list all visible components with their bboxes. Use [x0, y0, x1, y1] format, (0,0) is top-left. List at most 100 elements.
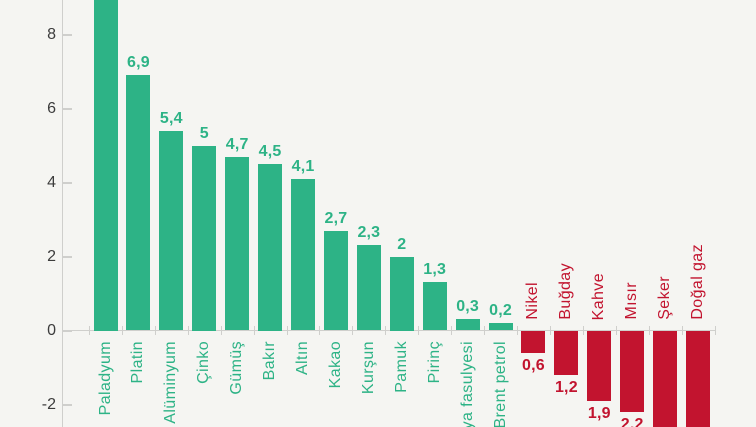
bar-value-label: 5 — [199, 124, 209, 142]
x-axis-tick — [352, 326, 354, 335]
category-label: Bakır — [258, 341, 282, 427]
x-axis-tick — [253, 326, 255, 335]
category-label-text: Kahve — [590, 272, 608, 320]
category-label: Kakao — [324, 341, 348, 427]
x-axis-tick — [615, 326, 617, 335]
bar-value-label: 4,5 — [258, 143, 282, 160]
category-label: Paladyum — [94, 341, 118, 427]
bar-value-label: 2,3 — [357, 224, 381, 242]
x-axis-zero-line — [62, 330, 715, 331]
x-axis-tick — [484, 326, 486, 335]
x-axis-tick — [385, 326, 387, 335]
bar-value-label: 1,2 — [554, 378, 578, 396]
y-axis-label: -2 — [41, 395, 56, 413]
x-axis-tick — [187, 326, 189, 335]
category-label-text: Buğday — [557, 263, 575, 320]
bar-nikel — [521, 331, 546, 354]
bar-value-label: 6,9 — [126, 54, 150, 72]
x-axis-tick — [517, 326, 518, 335]
x-axis-tick — [319, 326, 321, 335]
category-label-text: Gümüş — [228, 341, 246, 395]
category-label-text: Platin — [129, 341, 147, 384]
category-label: Gümüş — [225, 341, 249, 427]
bar-m-s-r — [620, 331, 645, 413]
y-axis-label: 2 — [47, 247, 56, 265]
category-label-text: Kakao — [326, 341, 344, 389]
x-axis-tick — [582, 326, 584, 335]
x-axis-tick — [451, 326, 453, 335]
category-label-text: Mısır — [623, 282, 641, 320]
bar-platin — [126, 75, 151, 331]
category-label-text: Soya fasulyesi — [458, 341, 476, 427]
category-label-text: Bakır — [261, 341, 279, 381]
category-label: Soya fasulyesi — [456, 341, 480, 427]
y-axis-label: 0 — [47, 321, 56, 339]
category-label-text: Şeker — [656, 276, 674, 320]
category-label: Doğal gaz — [686, 99, 710, 320]
bar--eker — [653, 331, 678, 427]
bar-kur-un — [356, 245, 381, 331]
category-label-text: Doğal gaz — [689, 244, 707, 320]
y-axis-label: 6 — [47, 99, 56, 117]
x-axis-tick — [549, 326, 551, 335]
bar-pirin- — [422, 282, 447, 331]
y-axis-tick — [63, 329, 72, 332]
bar-value-label: 0,6 — [522, 356, 545, 374]
category-label: Mısır — [620, 99, 644, 320]
x-axis-tick — [681, 326, 683, 335]
category-label-text: Pamuk — [392, 341, 410, 393]
bar-g-m- — [225, 156, 250, 331]
category-label-text: Alüminyum — [162, 341, 180, 424]
category-label-text: Pirinç — [425, 341, 443, 384]
bar-do-al-gaz — [686, 331, 711, 427]
bar-value-label: 1,9 — [587, 404, 611, 422]
category-label: Pirinç — [423, 341, 447, 427]
bar-pamuk — [389, 256, 414, 331]
category-label: Pamuk — [390, 341, 414, 427]
x-axis-tick — [648, 326, 650, 335]
category-label: Şeker — [653, 99, 677, 320]
category-label-text: Nikel — [524, 282, 542, 320]
category-label-text: Altın — [294, 341, 312, 376]
bar-value-label: 0,3 — [456, 298, 480, 316]
x-axis-tick — [286, 326, 288, 335]
x-axis-tick — [121, 326, 123, 335]
bar-al-minyum — [159, 130, 184, 331]
y-axis-tick — [63, 181, 72, 184]
bar-value-label: 5,4 — [159, 109, 183, 127]
category-label: Çinko — [192, 341, 216, 427]
category-label: Alüminyum — [159, 341, 183, 427]
category-label-text: Paladyum — [96, 341, 114, 416]
bar-value-label: 4,1 — [291, 157, 315, 175]
y-axis-tick — [63, 403, 72, 406]
bar-value-label: 1,3 — [423, 261, 447, 279]
category-label: Buğday — [554, 99, 578, 320]
bar-bak-r — [258, 164, 283, 331]
bar--inko — [192, 145, 217, 331]
bar-brent-petrol — [488, 323, 513, 331]
category-label: Kahve — [587, 99, 611, 320]
y-axis-tick — [63, 107, 72, 110]
category-label: Platin — [126, 341, 150, 427]
x-axis-tick — [89, 326, 91, 335]
category-label-text: Brent petrol — [491, 341, 509, 427]
category-label-text: Çinko — [195, 341, 213, 384]
bar-kakao — [323, 230, 348, 331]
bar-value-label: 2,2 — [620, 415, 644, 427]
category-label: Brent petrol — [489, 341, 513, 427]
x-axis-tick — [220, 326, 222, 335]
bar-alt-n — [291, 178, 316, 331]
bar-bu-day — [554, 331, 579, 376]
bar-kahve — [587, 331, 612, 402]
y-axis-line — [62, 0, 63, 427]
y-axis-tick — [63, 255, 72, 258]
bar-value-label: 4,7 — [225, 135, 249, 153]
x-axis-tick — [154, 326, 156, 335]
bar-value-label: 0,2 — [489, 302, 512, 320]
x-axis-tick — [714, 326, 716, 335]
y-axis-tick — [63, 33, 72, 36]
bar-value-label: 2,7 — [324, 209, 348, 227]
category-label-text: Kurşun — [359, 341, 377, 395]
bar-soya-fasulyesi — [455, 319, 480, 331]
